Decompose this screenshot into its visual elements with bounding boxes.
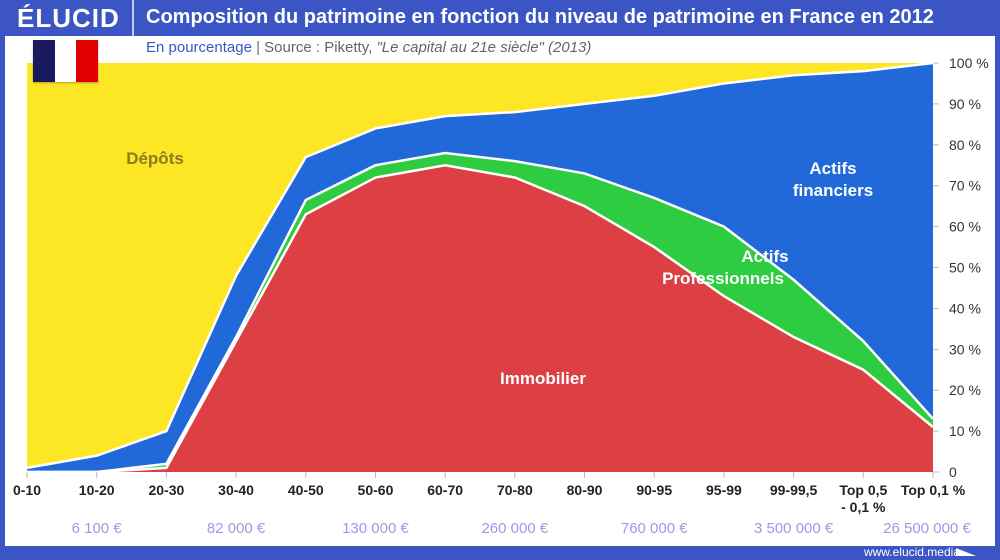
y-tick-label: 30 %: [949, 341, 981, 357]
wealth-label: 3 500 000 €: [754, 520, 834, 537]
series-boundary-line: [26, 61, 934, 470]
x-tick-label: 50-60: [358, 482, 394, 498]
x-tick-label: Top 0,5- 0,1 %: [839, 482, 887, 515]
area-actifs-professionnels: [27, 152, 933, 473]
x-tick-label: 90-95: [636, 482, 672, 498]
source-book: "Le capital au 21e siècle" (2013): [376, 39, 592, 56]
x-tick-label: 40-50: [288, 482, 324, 498]
y-tick-label: 50 %: [949, 260, 981, 276]
source-label: Source : Piketty,: [264, 39, 377, 56]
wealth-label: 760 000 €: [621, 520, 688, 537]
x-tick-label: 20-30: [148, 482, 184, 498]
area-immobilier: [27, 165, 933, 472]
y-tick-label: 70 %: [949, 178, 981, 194]
x-tick-label: 99-99,5: [770, 482, 818, 498]
flag-blue: [33, 40, 55, 82]
y-tick-label: 20 %: [949, 382, 981, 398]
area-actifs-financiers: [27, 63, 933, 472]
series-label: Actifs Professionnels: [662, 247, 789, 288]
header: ÉLUCID Composition du patrimoine en fonc…: [0, 0, 1000, 36]
x-tick-label: 60-70: [427, 482, 463, 498]
x-tick-label: Top 0,1 %: [901, 482, 966, 498]
series-label: Dépôts: [126, 149, 184, 168]
y-tick-label: 80 %: [949, 137, 981, 153]
x-tick-label: 30-40: [218, 482, 254, 498]
flag-white: [54, 40, 77, 82]
x-tick-label: 10-20: [79, 482, 115, 498]
series-label: Immobilier: [500, 369, 586, 388]
chart-title: Composition du patrimoine en fonction du…: [146, 6, 934, 28]
wealth-label: 26 500 000 €: [883, 520, 971, 537]
area-dépôts: [27, 63, 933, 468]
wealth-label: 130 000 €: [342, 520, 409, 537]
header-divider: [132, 0, 134, 36]
flag-red: [76, 40, 99, 82]
wealth-label: 6 100 €: [72, 520, 123, 537]
footer-url[interactable]: www.elucid.media: [863, 545, 960, 559]
wealth-label: 260 000 €: [481, 520, 548, 537]
elucid-logo: ÉLUCID: [17, 3, 120, 33]
y-tick-label: 10 %: [949, 423, 981, 439]
x-tick-label: 95-99: [706, 482, 742, 498]
x-tick-label: 80-90: [567, 482, 603, 498]
series-boundary-line: [27, 163, 934, 474]
elucid-mark-icon: [956, 548, 976, 556]
wealth-label: 82 000 €: [207, 520, 266, 537]
unit-label: En pourcentage: [146, 39, 252, 56]
y-tick-label: 40 %: [949, 300, 981, 316]
y-tick-label: 0: [949, 464, 957, 480]
chart-subtitle: En pourcentage | Source : Piketty, "Le c…: [146, 39, 591, 56]
x-tick-label: 70-80: [497, 482, 533, 498]
y-tick-label: 60 %: [949, 219, 981, 235]
y-tick-label: 100 %: [949, 55, 989, 71]
france-flag-icon: [33, 40, 99, 82]
subtitle-separator: |: [256, 39, 260, 56]
series-label: Actifs financiers: [793, 159, 873, 200]
series-boundary-line: [27, 151, 934, 474]
x-tick-label: 0-10: [13, 482, 41, 498]
y-tick-label: 90 %: [949, 96, 981, 112]
